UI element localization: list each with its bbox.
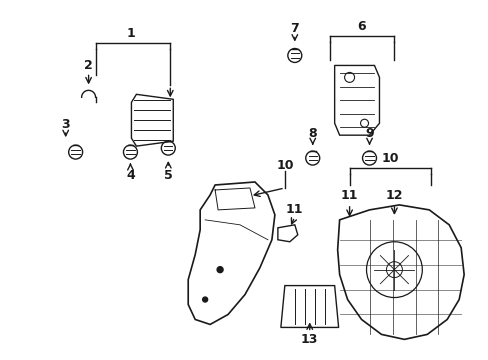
Circle shape <box>217 267 223 273</box>
Circle shape <box>202 297 207 302</box>
Text: 3: 3 <box>61 118 70 131</box>
Text: 4: 4 <box>126 168 135 181</box>
Text: 9: 9 <box>365 127 373 140</box>
Text: 2: 2 <box>84 59 93 72</box>
Text: 7: 7 <box>290 22 299 35</box>
Text: 12: 12 <box>385 189 402 202</box>
Text: 11: 11 <box>285 203 303 216</box>
Text: 10: 10 <box>381 152 398 165</box>
Text: 11: 11 <box>340 189 358 202</box>
Text: 10: 10 <box>276 158 293 172</box>
Text: 6: 6 <box>357 20 365 33</box>
Text: 13: 13 <box>301 333 318 346</box>
Text: 1: 1 <box>126 27 135 40</box>
Text: 8: 8 <box>308 127 316 140</box>
Text: 5: 5 <box>163 168 172 181</box>
